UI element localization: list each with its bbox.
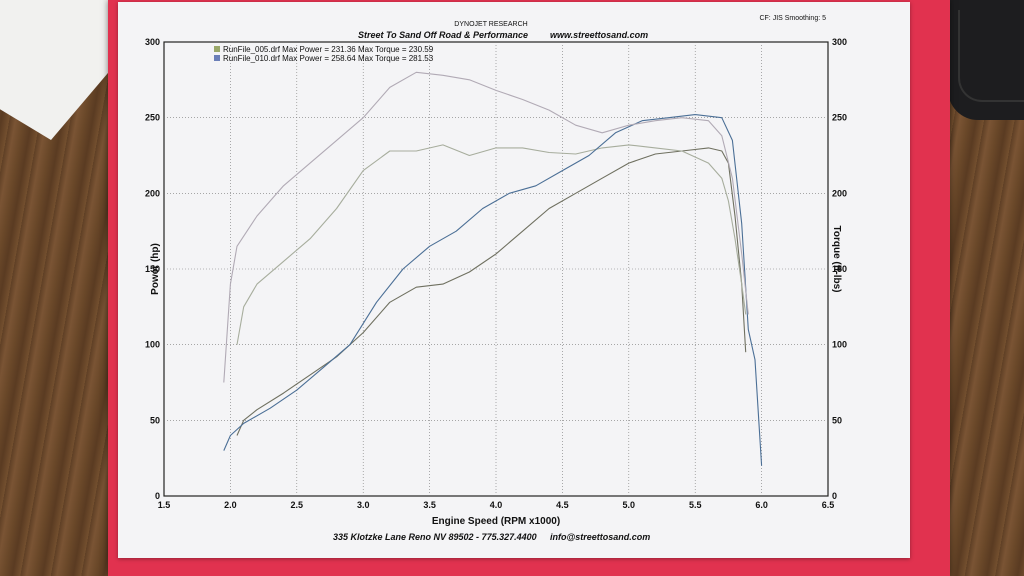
y-tick-label: 250 [145, 113, 160, 123]
x-tick-label: 5.5 [689, 500, 702, 510]
y2-tick-label: 0 [832, 491, 837, 501]
y2-tick-label: 150 [832, 264, 847, 274]
x-tick-label: 6.5 [822, 500, 835, 510]
y2-axis-label: Torque (ft-lbs) [831, 225, 842, 292]
y2-tick-label: 300 [832, 37, 847, 47]
x-tick-label: 5.0 [623, 500, 636, 510]
series-line-1 [236, 147, 747, 436]
legend-entry-1: RunFile_005.drf Max Power = 231.36 Max T… [223, 45, 434, 54]
footer-email: info@streettosand.com [550, 532, 650, 542]
chart-settings: CF: JIS Smoothing: 5 [759, 15, 826, 22]
x-tick-label: 2.5 [291, 500, 304, 510]
series-lines [223, 71, 763, 466]
wallet-seam [958, 10, 1024, 102]
series-line-2 [236, 144, 747, 345]
dyno-printout: DYNOJET RESEARCH CF: JIS Smoothing: 5 St… [118, 2, 910, 558]
x-tick-label: 6.0 [755, 500, 768, 510]
x-tick-label: 3.5 [423, 500, 436, 510]
legend-entry-2: RunFile_010.drf Max Power = 258.64 Max T… [223, 54, 434, 63]
x-tick-label: 4.0 [490, 500, 503, 510]
y-tick-label: 0 [155, 491, 160, 501]
legend-swatch-1 [214, 46, 220, 52]
shop-title: Street To Sand Off Road & Performance [358, 30, 528, 40]
y-tick-label: 50 [150, 415, 160, 425]
y2-tick-label: 200 [832, 188, 847, 198]
org-name: DYNOJET RESEARCH [454, 21, 527, 28]
grid-lines [164, 42, 828, 496]
legend-swatch-2 [214, 55, 220, 61]
series-line-3 [223, 114, 763, 466]
dyno-chart: DYNOJET RESEARCH CF: JIS Smoothing: 5 St… [145, 15, 847, 542]
y2-tick-labels: 0 50 100 150 200 250 300 [832, 37, 847, 501]
x-tick-label: 3.0 [357, 500, 370, 510]
y-axis-label: Power (hp) [150, 243, 161, 295]
x-axis-label: Engine Speed (RPM x1000) [432, 516, 560, 527]
x-tick-label: 1.5 [158, 500, 171, 510]
y-tick-label: 200 [145, 188, 160, 198]
y-tick-labels: 0 50 100 150 200 250 300 [145, 37, 160, 501]
y-tick-label: 300 [145, 37, 160, 47]
x-tick-label: 2.0 [224, 500, 237, 510]
footer-address: 335 Klotzke Lane Reno NV 89502 - 775.327… [333, 532, 537, 542]
x-tick-labels: 1.5 2.0 2.5 3.0 3.5 4.0 4.5 5.0 5.5 6.0 6.5 [158, 500, 835, 510]
legend: RunFile_005.drf Max Power = 231.36 Max T… [214, 45, 434, 63]
shop-website: www.streettosand.com [550, 30, 648, 40]
series-line-4 [223, 71, 749, 383]
y2-tick-label: 100 [832, 340, 847, 350]
y-tick-label: 150 [145, 264, 160, 274]
x-tick-label: 4.5 [556, 500, 569, 510]
y-tick-label: 100 [145, 340, 160, 350]
y2-tick-label: 250 [832, 113, 847, 123]
y2-tick-label: 50 [832, 415, 842, 425]
